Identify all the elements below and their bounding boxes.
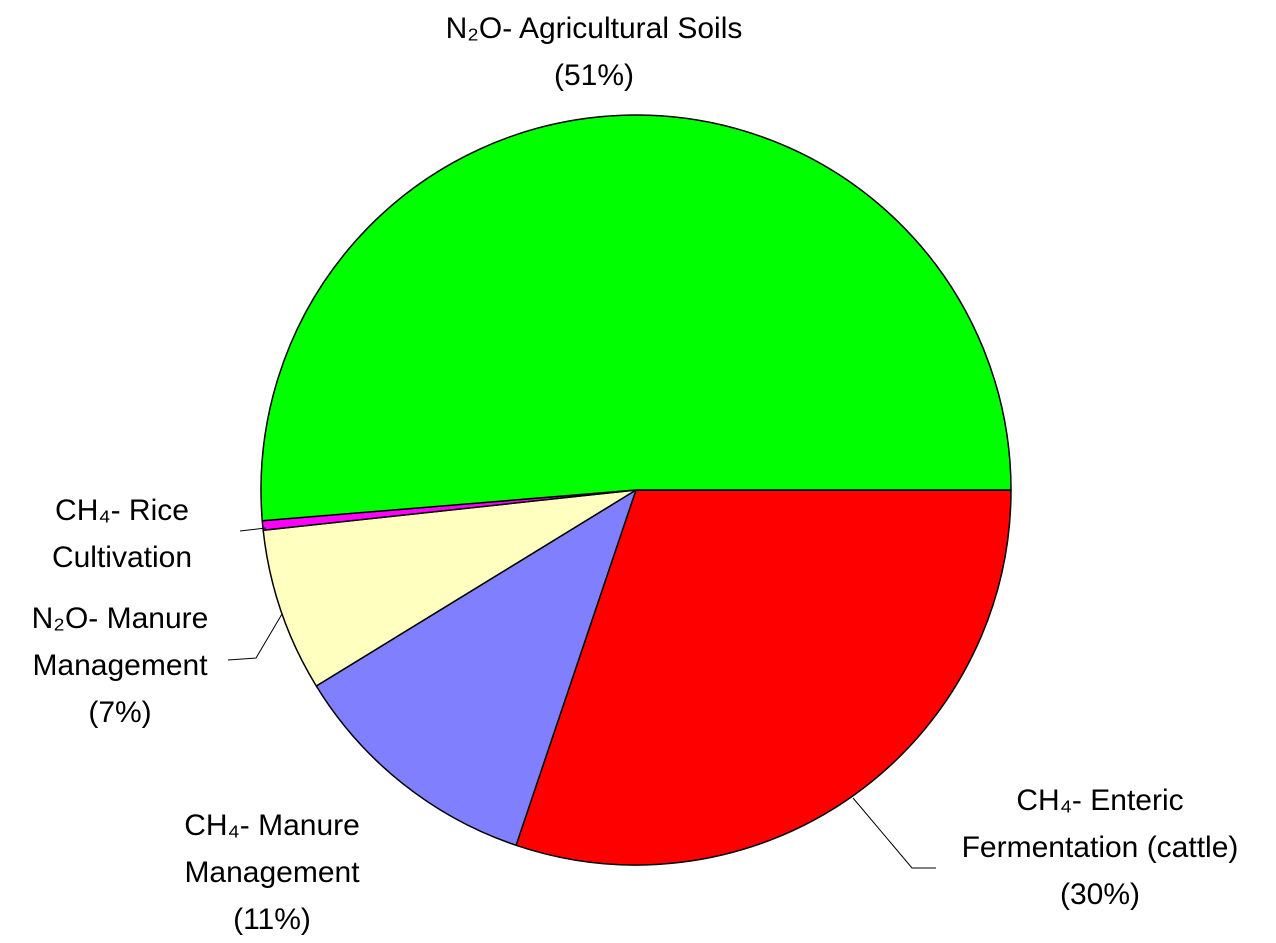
slice-label: N₂O- Agricultural Soils (51%)	[445, 12, 743, 92]
pie-slice	[260, 114, 1012, 522]
slice-label: CH₄- Enteric Fermentation (cattle) (30%)	[961, 784, 1239, 911]
slice-label: N₂O- Manure Management (7%)	[31, 602, 209, 729]
pie-slice	[315, 489, 637, 847]
leader-line	[239, 527, 267, 532]
pie-slice	[262, 489, 637, 687]
pie-slice	[515, 489, 1012, 866]
slice-label: CH₄- Rice Cultivation	[51, 494, 193, 574]
leader-line	[852, 797, 936, 869]
leader-line	[227, 613, 283, 661]
slice-label: CH₄- Manure Management (11%)	[184, 809, 360, 936]
